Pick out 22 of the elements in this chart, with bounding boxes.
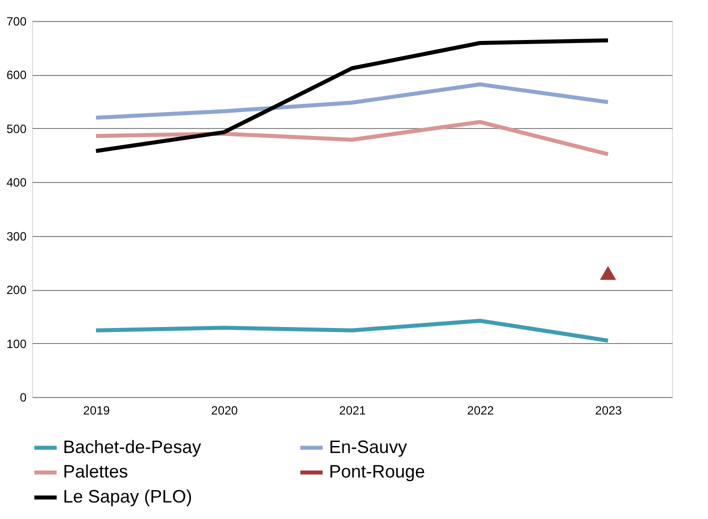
y-tick-label: 200 (6, 283, 27, 298)
y-tick-label: 500 (6, 122, 27, 136)
line-series (94, 120, 610, 156)
y-tick-label: 300 (6, 229, 27, 244)
line-series (94, 38, 610, 153)
x-tick-label: 2023 (595, 404, 622, 418)
line-series (94, 318, 610, 343)
x-tick-label: 2020 (211, 404, 238, 418)
y-tick-label: 0 (20, 390, 27, 404)
y-tick-label: 700 (6, 14, 27, 28)
y-tick-label: 600 (6, 68, 27, 82)
legend-label: Le Sapay (PLO) (63, 486, 192, 506)
line-series (94, 82, 610, 120)
x-tick-label: 2022 (467, 404, 494, 418)
y-tick-label: 400 (6, 176, 27, 190)
y-tick-label: 100 (6, 336, 27, 351)
legend-label: En-Sauvy (329, 436, 408, 457)
x-tick-label: 2021 (339, 404, 366, 418)
legend-label: Palettes (63, 462, 128, 482)
legend-label: Bachet-de-Pesay (63, 436, 202, 457)
legend-label: Pont-Rouge (329, 462, 426, 482)
x-tick-label: 2019 (83, 404, 110, 418)
